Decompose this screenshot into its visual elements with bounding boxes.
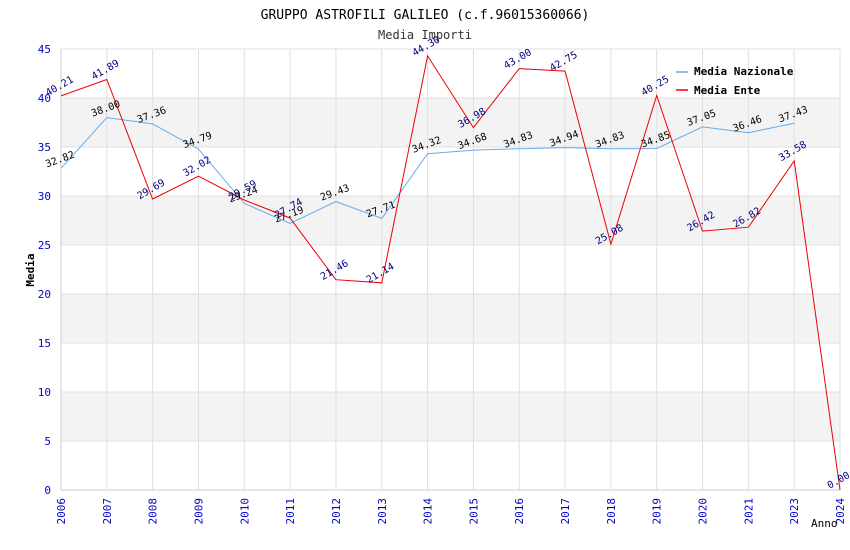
y-tick-label: 10 xyxy=(38,386,51,399)
x-tick-label: 2023 xyxy=(788,498,801,525)
data-label-ente: 32.02 xyxy=(181,155,213,180)
x-tick-label: 2010 xyxy=(238,498,251,525)
legend-label-nazionale: Media Nazionale xyxy=(694,65,794,78)
x-tick-label: 2019 xyxy=(651,498,664,525)
x-axis-label: Anno xyxy=(811,517,838,530)
x-tick-label: 2015 xyxy=(467,498,480,525)
data-label-ente: 40.25 xyxy=(640,74,672,99)
axes xyxy=(60,49,840,491)
x-tick-label: 2008 xyxy=(147,498,160,525)
background-band xyxy=(61,196,840,245)
background-bands xyxy=(61,98,840,441)
legend-label-ente: Media Ente xyxy=(694,84,761,97)
grid-lines xyxy=(60,48,841,491)
data-label-ente: 43.00 xyxy=(502,47,534,72)
data-label-ente: 21.46 xyxy=(319,258,351,283)
y-tick-label: 40 xyxy=(38,92,51,105)
background-band xyxy=(61,98,840,147)
y-tick-label: 30 xyxy=(38,190,51,203)
x-tick-label: 2020 xyxy=(697,498,710,525)
x-tick-label: 2021 xyxy=(742,498,755,525)
y-tick-label: 15 xyxy=(38,337,51,350)
y-tick-label: 5 xyxy=(44,435,51,448)
x-tick-labels: 2006 2007 2008 2009 2010 2011 2012 2013 2014 2015… xyxy=(55,498,847,525)
x-tick-label: 2014 xyxy=(422,498,435,525)
data-label-ente: 41.89 xyxy=(90,58,122,83)
y-tick-label: 20 xyxy=(38,288,51,301)
y-tick-label: 25 xyxy=(38,239,51,252)
y-tick-label: 0 xyxy=(44,484,51,497)
background-band xyxy=(61,294,840,343)
data-label-ente: 40.21 xyxy=(44,74,76,99)
x-tick-label: 2009 xyxy=(192,498,205,525)
y-axis-label: Media xyxy=(24,253,37,286)
series-lines xyxy=(60,54,841,491)
y-tick-label: 35 xyxy=(38,141,51,154)
series-line-media-ente xyxy=(60,54,841,491)
x-tick-label: 2018 xyxy=(605,498,618,525)
chart-title: GRUPPO ASTROFILI GALILEO (c.f.9601536006… xyxy=(261,8,590,23)
chart-subtitle: Media Importi xyxy=(378,28,472,42)
x-tick-label: 2016 xyxy=(513,498,526,525)
x-tick-label: 2012 xyxy=(330,498,343,525)
x-tick-label: 2011 xyxy=(284,498,297,525)
legend: Media Nazionale Media Ente xyxy=(676,65,794,97)
y-tick-labels: 0 5 10 15 20 25 30 35 40 45 xyxy=(38,43,51,497)
x-tick-label: 2006 xyxy=(55,498,68,525)
x-tick-label: 2007 xyxy=(101,498,114,525)
x-tick-label: 2013 xyxy=(376,498,389,525)
y-tick-label: 45 xyxy=(38,43,51,56)
x-tick-label: 2017 xyxy=(559,498,572,525)
background-band xyxy=(61,392,840,441)
x-tick-label: 2024 xyxy=(834,498,847,525)
